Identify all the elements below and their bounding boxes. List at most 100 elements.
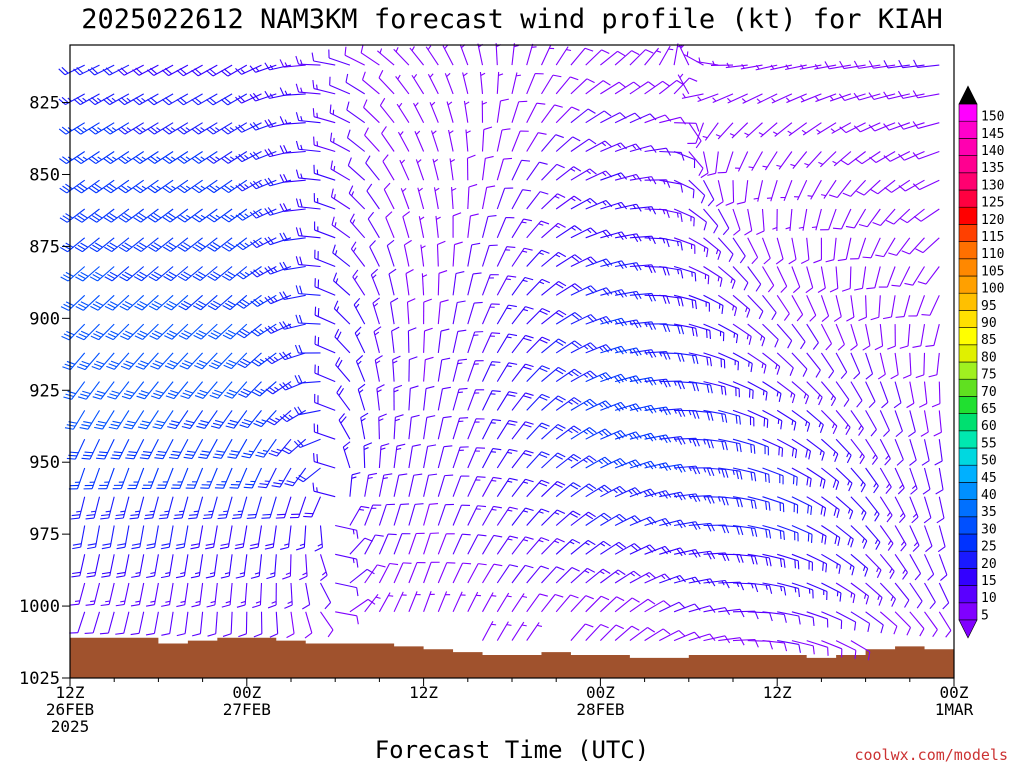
barb-full — [147, 98, 155, 106]
barb-staff — [467, 418, 477, 440]
wind-barb — [390, 297, 399, 325]
barb-full — [487, 215, 497, 218]
barb-staff — [459, 44, 469, 66]
colorbar-cell — [958, 241, 978, 260]
wind-barb — [526, 508, 550, 526]
barb-full — [474, 331, 484, 333]
barb-staff — [169, 208, 189, 223]
barb-full — [117, 69, 125, 76]
barb-full — [191, 69, 199, 77]
barb-full — [332, 272, 338, 281]
barb-full — [209, 126, 217, 133]
barb-full — [389, 562, 399, 566]
barb-staff — [788, 122, 808, 137]
barb-staff — [688, 605, 711, 613]
wind-barb — [363, 99, 380, 124]
wind-barb — [526, 336, 551, 354]
barb-full — [631, 50, 640, 56]
barb-staff — [894, 525, 907, 545]
wind-barb — [776, 381, 796, 404]
barb-staff — [614, 459, 636, 469]
barb-full — [541, 249, 550, 254]
barb-full — [853, 125, 861, 133]
barb-staff — [213, 151, 233, 164]
barb-full — [269, 633, 278, 638]
wind-barb — [112, 467, 130, 490]
barb-half — [505, 278, 511, 281]
barb-half — [617, 203, 622, 208]
wind-barb — [264, 90, 292, 99]
barb-half — [354, 275, 358, 281]
barb-staff — [718, 637, 741, 642]
barb-full — [161, 633, 170, 636]
credit-text[interactable]: coolwx.com/models — [854, 746, 1008, 764]
barb-staff — [791, 582, 813, 591]
barb-full — [112, 420, 121, 424]
wind-barb — [659, 237, 683, 251]
barb-half — [393, 389, 399, 393]
barb-full — [236, 604, 246, 608]
barb-staff — [683, 54, 704, 66]
barb-full — [209, 97, 217, 104]
barb-staff — [199, 266, 218, 281]
barb-full — [706, 248, 709, 258]
barb-staff — [820, 266, 826, 289]
barb-full — [630, 544, 639, 552]
barb-full — [238, 183, 246, 190]
barb-staff — [168, 525, 174, 548]
barb-staff — [479, 71, 484, 94]
barb-staff — [100, 381, 115, 400]
wind-barb — [177, 266, 203, 282]
wind-barb — [644, 80, 670, 95]
wind-barb — [311, 52, 336, 66]
wind-barb — [717, 208, 730, 236]
wind-barb — [850, 640, 871, 661]
barb-staff — [644, 378, 667, 383]
barb-full — [504, 187, 514, 189]
barb-staff — [835, 410, 851, 428]
wind-barb — [732, 553, 758, 565]
barb-staff — [658, 45, 671, 66]
barb-staff — [850, 611, 870, 624]
barb-staff — [231, 352, 248, 370]
wind-barb — [894, 467, 905, 495]
barb-staff — [776, 438, 797, 451]
wind-barb — [176, 611, 189, 637]
barb-full — [60, 246, 68, 253]
wind-barb — [777, 524, 799, 542]
barb-full — [707, 275, 710, 285]
wind-barb — [913, 59, 940, 69]
barb-staff — [717, 208, 730, 229]
barb-half — [170, 127, 176, 131]
barb-full — [508, 333, 518, 337]
wind-barb — [928, 352, 940, 378]
wind-barb — [629, 264, 656, 274]
barb-full — [782, 475, 784, 485]
barb-half — [352, 558, 355, 564]
barb-full — [201, 484, 211, 486]
barb-staff — [600, 317, 622, 325]
wind-barb — [330, 160, 351, 181]
wind-barb — [511, 72, 522, 95]
barb-half — [765, 584, 768, 590]
wind-barb — [570, 567, 596, 584]
barb-full — [518, 100, 528, 103]
barb-staff — [138, 93, 159, 106]
wind-barb — [732, 496, 757, 510]
barb-full — [386, 503, 395, 506]
wind-barb — [658, 45, 674, 66]
barb-full — [80, 271, 89, 277]
barb-full — [706, 467, 711, 477]
barb-half — [717, 496, 721, 502]
barb-staff — [902, 93, 925, 99]
barb-full — [146, 575, 155, 579]
wind-barb — [570, 539, 596, 555]
wind-barb — [345, 73, 365, 95]
barb-half — [259, 358, 265, 363]
wind-barb — [312, 482, 336, 498]
barb-staff — [615, 262, 637, 268]
barb-full — [209, 214, 218, 221]
wind-barb — [348, 185, 366, 210]
colorbar-cell — [958, 602, 978, 621]
barb-staff — [894, 352, 899, 375]
